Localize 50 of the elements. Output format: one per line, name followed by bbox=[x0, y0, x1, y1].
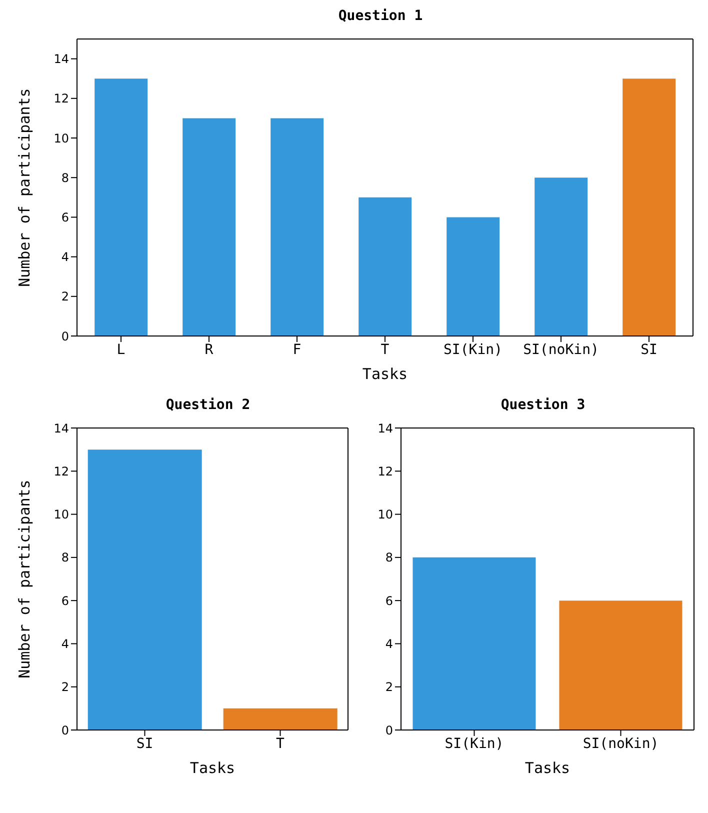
y-tick-label: 8 bbox=[385, 550, 393, 565]
y-tick-label: 14 bbox=[54, 421, 69, 436]
y-tick-label: 0 bbox=[61, 329, 69, 344]
y-tick-label: 10 bbox=[378, 508, 393, 522]
y-tick-label: 14 bbox=[54, 52, 69, 66]
chart-title: Question 1 bbox=[337, 8, 424, 26]
x-axis-title: Tasks bbox=[362, 365, 408, 383]
y-tick-label: 2 bbox=[61, 290, 69, 304]
y-tick-label: 12 bbox=[378, 464, 393, 478]
y-tick-label: 0 bbox=[61, 723, 69, 738]
y-axis-title: Number of participants bbox=[15, 88, 34, 287]
bar bbox=[358, 197, 412, 336]
x-tick-label: SI(noKin) bbox=[523, 342, 599, 358]
y-tick-label: 12 bbox=[54, 92, 69, 106]
y-tick-label: 8 bbox=[61, 550, 69, 565]
y-tick-label: 14 bbox=[378, 421, 393, 436]
bar bbox=[446, 217, 500, 336]
x-tick-label: L bbox=[116, 342, 126, 358]
x-tick-label: R bbox=[204, 342, 214, 358]
y-tick-label: 6 bbox=[385, 594, 393, 608]
x-tick-label: SI(noKin) bbox=[582, 736, 659, 752]
y-tick-label: 10 bbox=[54, 131, 69, 146]
bar bbox=[182, 118, 236, 336]
y-axis-title: Number of participants bbox=[15, 480, 34, 678]
y-tick-label: 4 bbox=[61, 636, 69, 651]
bar bbox=[534, 178, 588, 336]
bar bbox=[622, 78, 676, 336]
x-tick-label: SI bbox=[136, 736, 154, 752]
y-tick-label: 2 bbox=[61, 680, 69, 694]
x-axis-title: Tasks bbox=[190, 759, 236, 777]
x-tick-label: SI(Kin) bbox=[443, 342, 503, 358]
y-tick-label: 6 bbox=[61, 210, 69, 224]
x-axis-title: Tasks bbox=[524, 759, 570, 777]
chart-title: Question 3 bbox=[500, 397, 586, 415]
x-tick-label: SI bbox=[640, 342, 658, 358]
y-tick-label: 4 bbox=[385, 636, 393, 651]
y-tick-label: 2 bbox=[385, 680, 393, 694]
y-tick-label: 6 bbox=[61, 594, 69, 608]
bar bbox=[270, 118, 324, 336]
y-tick-label: 12 bbox=[54, 464, 69, 478]
x-tick-label: T bbox=[380, 342, 390, 358]
x-tick-label: F bbox=[292, 342, 302, 358]
x-tick-label: SI(Kin) bbox=[444, 736, 504, 752]
y-tick-label: 10 bbox=[54, 508, 69, 522]
y-tick-label: 4 bbox=[61, 250, 69, 264]
bar bbox=[94, 78, 148, 336]
x-tick-label: T bbox=[276, 736, 286, 752]
y-tick-label: 8 bbox=[61, 170, 69, 185]
chart-title: Question 2 bbox=[164, 397, 252, 415]
y-tick-label: 0 bbox=[385, 723, 393, 738]
